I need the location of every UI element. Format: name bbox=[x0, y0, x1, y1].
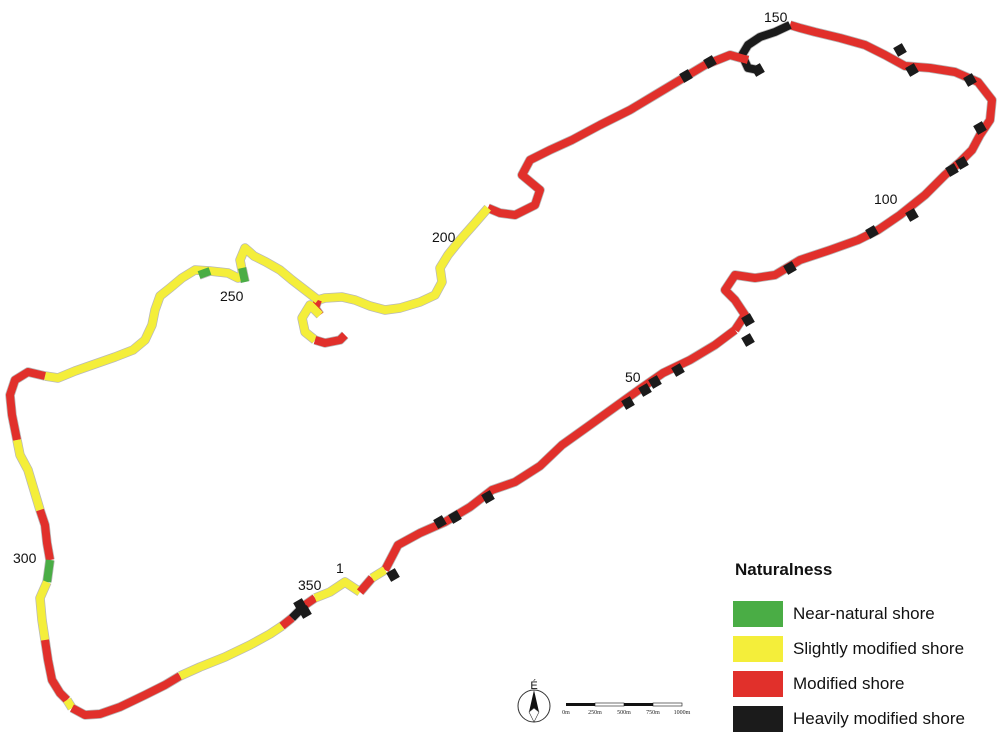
heavily-modified-block bbox=[905, 63, 919, 77]
km-marker-200: 200 bbox=[432, 229, 456, 245]
shore-segment-heavily-modified bbox=[738, 21, 792, 74]
shore-segment-modified bbox=[313, 332, 348, 347]
shore-segment-slightly-modified bbox=[313, 578, 363, 602]
legend-title: Naturalness bbox=[735, 560, 833, 579]
scale-label-250: 250m bbox=[588, 710, 602, 716]
scale-bar: 0m 250m 500m 750m 1000m bbox=[562, 702, 691, 716]
heavily-modified-block bbox=[973, 121, 987, 135]
shore-segment-modified bbox=[41, 639, 70, 703]
heavily-modified-block bbox=[671, 363, 685, 377]
heavily-modified-block bbox=[905, 208, 919, 222]
shore-segment-slightly-modified bbox=[298, 301, 323, 344]
shore-segment-modified bbox=[721, 21, 996, 333]
scale-label-750: 750m bbox=[646, 710, 660, 716]
legend-label-heavily-modified: Heavily modified shore bbox=[793, 708, 965, 728]
legend-swatch-slightly-modified bbox=[733, 635, 783, 662]
north-arrow-icon: É bbox=[517, 679, 551, 723]
shore-segment-modified bbox=[356, 575, 376, 595]
shore-segment-slightly-modified bbox=[63, 697, 76, 711]
legend-label-slightly-modified: Slightly modified shore bbox=[793, 638, 965, 658]
north-arrow-letter: É bbox=[530, 679, 537, 692]
heavily-modified-block bbox=[963, 73, 977, 87]
heavily-modified-block bbox=[679, 69, 693, 83]
shore-segment-modified bbox=[6, 368, 46, 441]
legend-label-modified: Modified shore bbox=[793, 673, 905, 693]
shore-segment-slightly-modified bbox=[369, 566, 388, 582]
scale-label-0: 0m bbox=[562, 710, 570, 716]
km-marker-50: 50 bbox=[625, 369, 641, 385]
legend-item-modified: Modified shore bbox=[733, 666, 1001, 701]
shore-segment-near-natural bbox=[43, 559, 54, 583]
legend-item-heavily-modified: Heavily modified shore bbox=[733, 701, 1001, 736]
shore-segment-modified bbox=[302, 594, 318, 609]
shore-segment-modified bbox=[381, 326, 738, 572]
legend-item-slightly-modified: Slightly modified shore bbox=[733, 631, 1001, 666]
km-marker-100: 100 bbox=[874, 191, 898, 207]
heavily-modified-block bbox=[945, 163, 959, 177]
shore-segment-modified bbox=[279, 614, 295, 630]
heavily-modified-blocks bbox=[293, 43, 987, 619]
shore-segment-near-natural bbox=[197, 267, 212, 279]
heavily-modified-block bbox=[648, 375, 662, 389]
legend-swatch-heavily-modified bbox=[733, 705, 783, 732]
heavily-modified-block bbox=[638, 383, 652, 397]
heavily-modified-block bbox=[865, 225, 879, 239]
shore-segment-slightly-modified bbox=[178, 622, 285, 680]
heavily-modified-block bbox=[893, 43, 907, 57]
heavily-modified-block bbox=[448, 510, 462, 524]
heavily-modified-block bbox=[481, 490, 495, 504]
heavily-modified-block bbox=[741, 333, 755, 347]
heavily-modified-block bbox=[741, 313, 755, 327]
legend: Naturalness Near-natural shore Slightly … bbox=[733, 560, 1001, 736]
heavily-modified-block bbox=[386, 568, 400, 582]
legend-swatch-modified bbox=[733, 670, 783, 697]
segment-outline bbox=[486, 50, 750, 220]
km-marker-300: 300 bbox=[13, 550, 37, 566]
shore-segment-modified bbox=[36, 508, 54, 561]
shore-segment-slightly-modified bbox=[36, 580, 51, 641]
shore-segment-slightly-modified bbox=[13, 439, 44, 512]
scale-label-500: 500m bbox=[617, 710, 631, 716]
heavily-modified-block bbox=[703, 55, 717, 69]
heavily-modified-block bbox=[293, 598, 307, 612]
scale-label-1000: 1000m bbox=[674, 710, 691, 716]
heavily-modified-block bbox=[433, 515, 447, 529]
shore-segment-slightly-modified bbox=[44, 244, 321, 382]
km-marker-1: 1 bbox=[336, 560, 344, 576]
heavily-modified-block bbox=[751, 63, 765, 77]
shore-segment-modified bbox=[486, 51, 750, 219]
legend-label-near-natural: Near-natural shore bbox=[793, 603, 935, 623]
legend-item-near-natural: Near-natural shore bbox=[733, 596, 1001, 631]
km-marker-350: 350 bbox=[298, 577, 322, 593]
shoreline-segments bbox=[5, 20, 997, 720]
shore-segment-modified bbox=[70, 672, 183, 719]
heavily-modified-block bbox=[621, 396, 635, 410]
km-marker-250: 250 bbox=[220, 288, 244, 304]
shore-segment-slightly-modified bbox=[316, 205, 492, 314]
shore-segment-near-natural bbox=[238, 267, 249, 283]
heavily-modified-block bbox=[783, 261, 797, 275]
km-marker-150: 150 bbox=[764, 9, 788, 25]
legend-swatch-near-natural bbox=[733, 600, 783, 627]
heavily-modified-block bbox=[955, 156, 969, 170]
